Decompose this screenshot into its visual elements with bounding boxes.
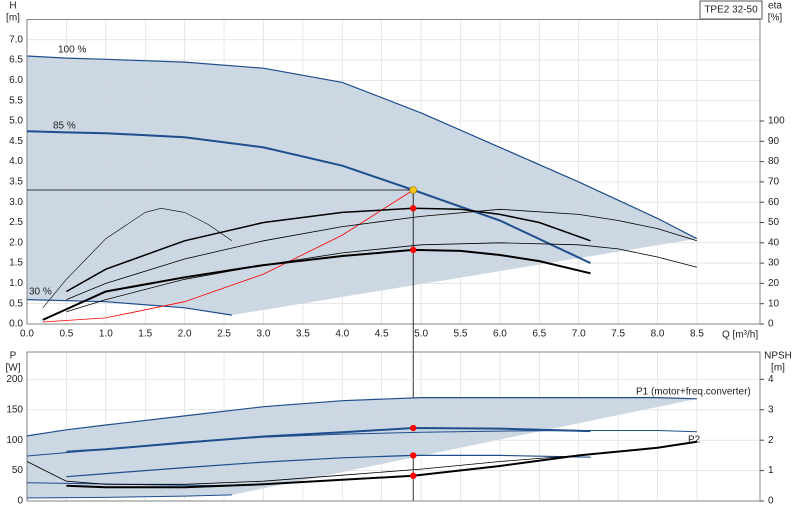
curve-label: P2 xyxy=(688,435,701,446)
y-tick-label: 5.5 xyxy=(9,95,23,106)
curve xyxy=(26,430,697,457)
y-tick-label: 1.5 xyxy=(9,258,23,269)
curve-label: 100 % xyxy=(58,45,86,56)
y2-tick-label: 2 xyxy=(768,435,774,446)
curve xyxy=(26,494,232,499)
y-tick-label: 0.0 xyxy=(9,319,23,330)
y-tick-label: 1.0 xyxy=(9,278,23,289)
y2-axis-unit: [%] xyxy=(768,13,783,24)
y-tick-label: 0 xyxy=(17,496,23,507)
y-tick-label: 6.5 xyxy=(9,55,23,66)
curve xyxy=(66,207,591,293)
y2-tick-label: 50 xyxy=(768,217,780,228)
y2-tick-label: 70 xyxy=(768,177,780,188)
x-tick-label: 4.0 xyxy=(335,329,349,340)
curve xyxy=(42,248,591,321)
x-tick-label: 5.0 xyxy=(414,329,428,340)
y2-tick-label: 60 xyxy=(768,197,780,208)
y2-axis-unit: [m] xyxy=(771,363,785,374)
y-axis-unit: [W] xyxy=(6,363,21,374)
y2-axis-label: NPSH xyxy=(764,351,792,362)
operating-point xyxy=(410,452,417,459)
x-axis-label: Q [m³/h] xyxy=(722,330,758,341)
x-tick-label: 8.0 xyxy=(651,329,665,340)
y2-tick-label: 30 xyxy=(768,258,780,269)
curve-label: 30 % xyxy=(29,287,52,298)
y-tick-label: 3.0 xyxy=(9,197,23,208)
y2-tick-label: 10 xyxy=(768,298,780,309)
curve xyxy=(26,55,698,240)
y2-tick-label: 20 xyxy=(768,278,780,289)
curve xyxy=(42,207,233,308)
y-axis-unit: [m] xyxy=(6,13,20,24)
model-label: TPE2 32-50 xyxy=(704,5,758,16)
x-tick-label: 0.5 xyxy=(59,329,73,340)
y2-tick-label: 90 xyxy=(768,136,780,147)
y-tick-label: 6.0 xyxy=(9,75,23,86)
operating-point xyxy=(410,472,417,479)
x-tick-label: 2.5 xyxy=(217,329,231,340)
x-tick-label: 5.5 xyxy=(454,329,468,340)
y2-tick-label: 4 xyxy=(768,374,774,385)
y-tick-label: 50 xyxy=(12,465,24,476)
model-box xyxy=(699,0,763,20)
y-tick-label: 0.5 xyxy=(9,298,23,309)
x-tick-label: 1.0 xyxy=(99,329,113,340)
x-tick-label: 3.5 xyxy=(296,329,310,340)
x-tick-label: 1.5 xyxy=(138,329,152,340)
y-tick-label: 2.5 xyxy=(9,217,23,228)
duty-point xyxy=(409,186,418,194)
y2-tick-label: 1 xyxy=(768,465,774,476)
curve xyxy=(42,189,414,323)
x-tick-label: 2.0 xyxy=(178,329,192,340)
x-tick-label: 0.0 xyxy=(20,329,34,340)
y2-tick-label: 100 xyxy=(768,116,785,127)
y2-tick-label: 3 xyxy=(768,404,774,415)
curve-label: P1 (motor+freq.converter) xyxy=(636,387,751,398)
curve xyxy=(26,441,697,485)
y2-tick-label: 80 xyxy=(768,156,780,167)
y-tick-label: 200 xyxy=(6,374,23,385)
x-tick-label: 3.0 xyxy=(256,329,270,340)
y-tick-label: 5.0 xyxy=(9,116,23,127)
curve xyxy=(66,208,698,300)
y2-tick-label: 0 xyxy=(768,319,774,330)
y-tick-label: 7.0 xyxy=(9,34,23,45)
y2-axis-label: eta xyxy=(768,1,782,12)
x-tick-label: 4.5 xyxy=(375,329,389,340)
y-tick-label: 2.0 xyxy=(9,237,23,248)
x-tick-label: 6.5 xyxy=(532,329,546,340)
operating-point xyxy=(410,246,417,254)
y-axis-label: H xyxy=(9,1,16,12)
operating-point xyxy=(410,424,417,432)
plot-frame xyxy=(26,351,761,502)
operating-area xyxy=(27,397,697,498)
operating-point xyxy=(410,205,417,212)
curve-label: 85 % xyxy=(53,121,76,132)
operating-area xyxy=(27,56,697,316)
x-tick-label: 7.5 xyxy=(611,329,625,340)
x-tick-label: 7.0 xyxy=(572,329,586,340)
curve xyxy=(26,299,232,316)
plot-frame xyxy=(26,19,761,325)
curve xyxy=(66,242,698,313)
y2-tick-label: 40 xyxy=(768,237,780,248)
y-axis-label: P xyxy=(10,351,17,362)
curve xyxy=(26,397,697,437)
x-tick-label: 8.5 xyxy=(690,329,704,340)
y-tick-label: 4.5 xyxy=(9,136,23,147)
y-tick-label: 100 xyxy=(6,435,23,446)
y-tick-label: 150 xyxy=(6,404,23,415)
x-tick-label: 6.0 xyxy=(493,329,507,340)
y2-tick-label: 0 xyxy=(768,496,774,507)
y-tick-label: 3.5 xyxy=(9,177,23,188)
y-tick-label: 4.0 xyxy=(9,156,23,167)
curve xyxy=(66,454,591,478)
